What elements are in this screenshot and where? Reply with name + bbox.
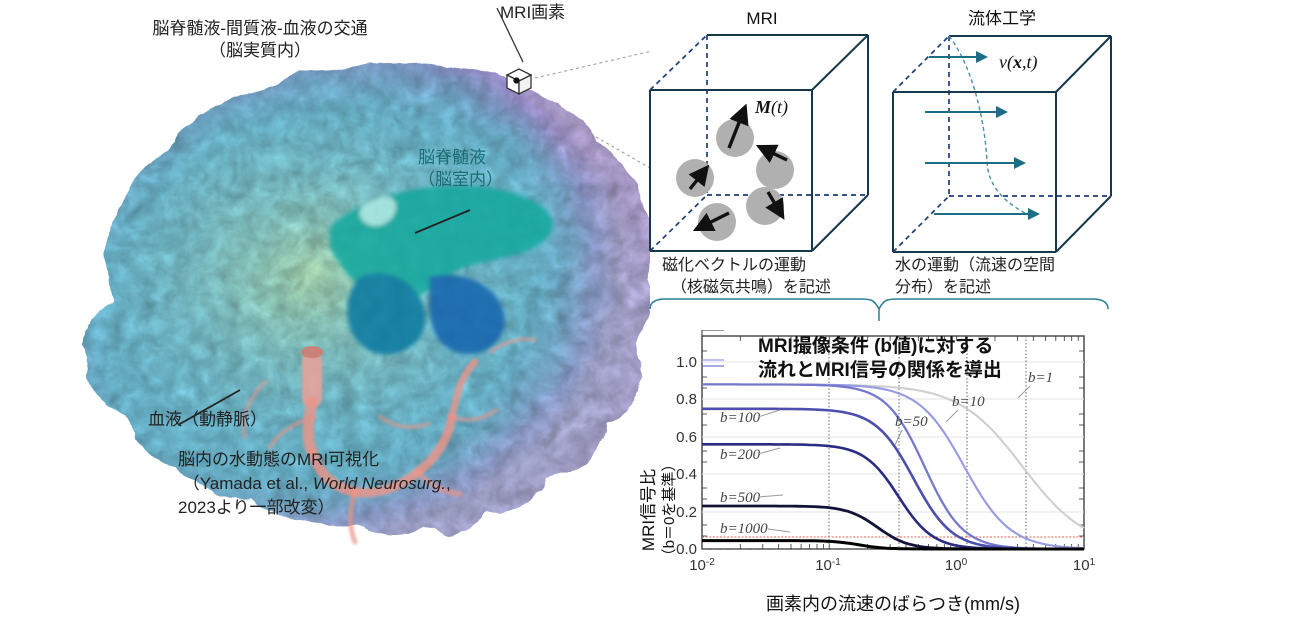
svg-text:v(x,t): v(x,t) — [999, 52, 1037, 73]
svg-text:0.8: 0.8 — [676, 391, 697, 408]
svg-text:100: 100 — [945, 557, 968, 575]
svg-text:101: 101 — [1073, 557, 1096, 575]
svg-text:0.4: 0.4 — [676, 466, 697, 483]
svg-text:画素内の流速のばらつき(mm/s): 画素内の流速のばらつき(mm/s) — [766, 594, 1020, 614]
svg-text:10-1: 10-1 — [815, 557, 841, 575]
svg-text:b=500: b=500 — [720, 490, 761, 506]
svg-text:b=200: b=200 — [720, 447, 761, 463]
svg-text:b=1: b=1 — [1028, 370, 1053, 386]
svg-text:10-2: 10-2 — [689, 557, 715, 575]
svg-text:1.0: 1.0 — [676, 354, 697, 371]
svg-text:0.0: 0.0 — [676, 541, 697, 558]
svg-text:（b＝0を基準）: （b＝0を基準） — [661, 457, 678, 564]
svg-text:流れとMRI信号の関係を導出: 流れとMRI信号の関係を導出 — [758, 359, 1002, 381]
svg-text:0.6: 0.6 — [676, 429, 697, 446]
svg-text:MRI信号比: MRI信号比 — [640, 469, 658, 551]
svg-text:0.2: 0.2 — [676, 504, 697, 521]
svg-text:MRI: MRI — [746, 10, 777, 28]
svg-text:流体工学: 流体工学 — [968, 10, 1036, 28]
svg-text:MRI撮像条件 (b値)に対する: MRI撮像条件 (b値)に対する — [758, 335, 993, 357]
svg-text:b=50: b=50 — [895, 414, 928, 430]
svg-text:b=10: b=10 — [952, 394, 985, 410]
svg-text:b=100: b=100 — [720, 410, 761, 426]
svg-text:M(t): M(t) — [754, 97, 788, 118]
svg-text:b=1000: b=1000 — [720, 521, 768, 537]
